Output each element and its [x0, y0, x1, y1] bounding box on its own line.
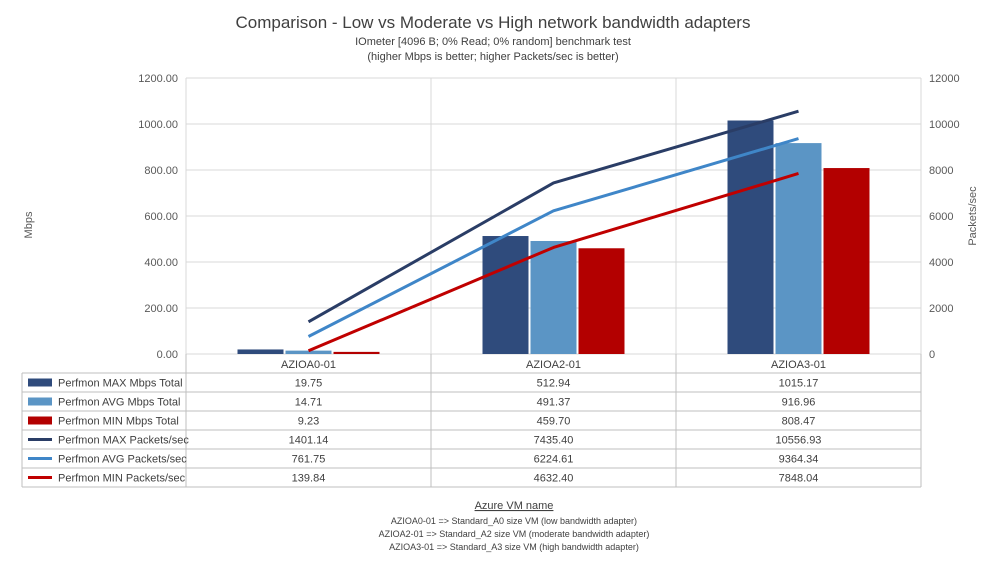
y-tick-label: 1200.00 [138, 73, 178, 85]
x-axis-label: Azure VM name [475, 500, 554, 512]
y-tick-label: 200.00 [144, 303, 178, 315]
y-axis-right: 0 2000 4000 6000 8000 10000 12000 [929, 73, 960, 361]
data-label: 9.23 [298, 416, 319, 428]
legend-entry: Perfmon MAX Packets/sec [58, 435, 189, 447]
data-label: 7435.40 [534, 435, 574, 447]
category-label: AZIOA0-01 [281, 359, 336, 371]
data-label: 1015.17 [779, 378, 819, 390]
bar [578, 248, 625, 354]
note-3: AZIOA3-01 => Standard_A3 size VM (high b… [389, 542, 639, 552]
bar [823, 168, 870, 354]
y2-tick-label: 4000 [929, 257, 953, 269]
category-label: AZIOA3-01 [771, 359, 826, 371]
note-1: AZIOA0-01 => Standard_A0 size VM (low ba… [391, 516, 637, 526]
data-label: 9364.34 [779, 454, 819, 466]
bar [285, 350, 332, 354]
legend-key [28, 378, 52, 387]
data-label: 512.94 [537, 378, 571, 390]
data-table: AZIOA0-01 AZIOA2-01 AZIOA3-01 Perfmon MAX M… [21, 354, 922, 488]
legend-entry: Perfmon AVG Mbps Total [58, 397, 180, 409]
y-tick-label: 0.00 [157, 349, 178, 361]
legend-entry: Perfmon AVG Packets/sec [58, 454, 187, 466]
data-label: 491.37 [537, 397, 571, 409]
data-label: 916.96 [782, 397, 816, 409]
data-label: 10556.93 [776, 435, 822, 447]
legend-entry: Perfmon MIN Mbps Total [58, 416, 179, 428]
data-label: 19.75 [295, 378, 323, 390]
y2-tick-label: 6000 [929, 211, 953, 223]
bar [530, 240, 577, 354]
y-tick-label: 800.00 [144, 165, 178, 177]
y2-tick-label: 12000 [929, 73, 960, 85]
y2-tick-label: 8000 [929, 165, 953, 177]
y-tick-label: 600.00 [144, 211, 178, 223]
data-label: 139.84 [292, 473, 326, 485]
bar [727, 120, 774, 355]
data-label: 7848.04 [779, 473, 819, 485]
bar [237, 349, 284, 354]
series-line [307, 137, 799, 338]
bar [333, 351, 380, 354]
series-line [307, 109, 799, 324]
bar [482, 236, 529, 354]
y2-axis-label: Packets/sec [967, 186, 979, 246]
y-axis-label: Mbps [23, 211, 35, 238]
legend-entry: Perfmon MIN Packets/sec [58, 473, 186, 485]
bars [237, 120, 870, 355]
data-label: 459.70 [537, 416, 571, 428]
y2-tick-label: 10000 [929, 119, 960, 131]
chart-title: Comparison - Low vs Moderate vs High net… [236, 13, 751, 32]
data-label: 1401.14 [289, 435, 329, 447]
category-label: AZIOA2-01 [526, 359, 581, 371]
note-2: AZIOA2-01 => Standard_A2 size VM (modera… [379, 529, 650, 539]
y2-tick-label: 2000 [929, 303, 953, 315]
lines [307, 109, 799, 353]
legend-key [28, 397, 52, 406]
legend-entry: Perfmon MAX Mbps Total [58, 378, 183, 390]
series-line [307, 172, 799, 353]
data-label: 4632.40 [534, 473, 574, 485]
chart-subtitle-1: IOmeter [4096 B; 0% Read; 0% random] ben… [355, 36, 631, 48]
y-axis-left: 0.00 200.00 400.00 600.00 800.00 1000.00 1200.… [138, 73, 178, 361]
data-label: 14.71 [295, 397, 323, 409]
y-tick-label: 1000.00 [138, 119, 178, 131]
legend-key [28, 416, 52, 425]
y-tick-label: 400.00 [144, 257, 178, 269]
data-label: 808.47 [782, 416, 816, 428]
y2-tick-label: 0 [929, 349, 935, 361]
data-label: 761.75 [292, 454, 326, 466]
data-label: 6224.61 [534, 454, 574, 466]
chart-subtitle-2: (higher Mbps is better; higher Packets/s… [367, 51, 618, 63]
